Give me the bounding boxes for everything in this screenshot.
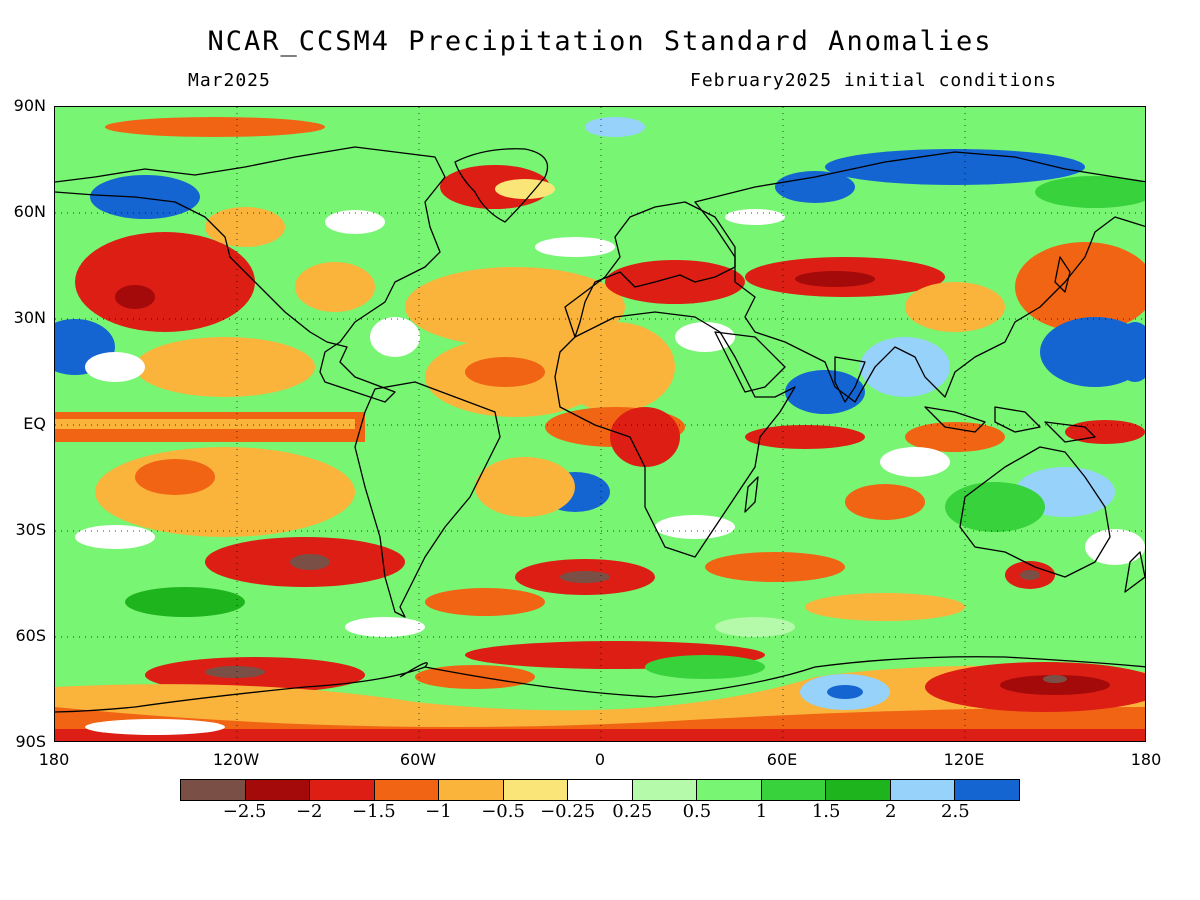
lon-label-120e: 120E — [943, 750, 985, 769]
colorbar-bin-11 — [890, 780, 956, 800]
lon-label-180w: 180 — [38, 750, 70, 769]
colorbar-bin-8 — [697, 780, 762, 800]
forecast-month: Mar2025 — [188, 70, 271, 91]
colorbar-bin-3 — [374, 780, 440, 800]
colorbar-label-5: −0.25 — [540, 801, 596, 822]
coastlines — [55, 146, 1145, 713]
colorbar-bin-5 — [503, 780, 569, 800]
anomaly-field — [55, 107, 1145, 741]
lat-label-90n: 90N — [13, 96, 46, 115]
colorbar-bin-0 — [181, 780, 246, 800]
colorbar-label-11: 2.5 — [941, 801, 970, 822]
lon-label-120w: 120W — [212, 750, 260, 769]
colorbar-label-2: −1.5 — [351, 801, 396, 822]
colorbar-label-7: 0.5 — [682, 801, 712, 822]
colorbar — [180, 779, 1020, 801]
initial-conditions: February2025 initial conditions — [690, 70, 1057, 91]
anomaly-map — [54, 106, 1146, 742]
lat-label-60s: 60S — [15, 626, 46, 645]
colorbar-label-4: −0.5 — [481, 801, 525, 822]
colorbar-bin-4 — [439, 780, 504, 800]
lon-label-0: 0 — [594, 750, 606, 769]
lon-label-60e: 60E — [766, 750, 798, 769]
colorbar-bin-7 — [632, 780, 698, 800]
lat-label-eq: EQ — [23, 414, 46, 433]
chart-title: NCAR_CCSM4 Precipitation Standard Anomal… — [207, 26, 993, 57]
graticule — [55, 107, 1145, 741]
colorbar-label-10: 2 — [885, 801, 897, 822]
colorbar-label-8: 1 — [755, 801, 768, 822]
lat-label-90s: 90S — [15, 732, 46, 751]
colorbar-bin-2 — [310, 780, 375, 800]
map-canvas — [55, 107, 1145, 741]
lat-label-60n: 60N — [13, 202, 46, 221]
colorbar-bin-12 — [955, 780, 1019, 800]
colorbar-bin-6 — [568, 780, 633, 800]
colorbar-bin-10 — [826, 780, 891, 800]
colorbar-label-0: −2.5 — [222, 801, 267, 822]
colorbar-bin-1 — [245, 780, 311, 800]
colorbar-label-9: 1.5 — [811, 801, 841, 822]
lon-label-60w: 60W — [399, 750, 437, 769]
colorbar-label-3: −1 — [425, 801, 452, 822]
colorbar-label-6: 0.25 — [612, 801, 653, 822]
lat-label-30n: 30N — [13, 308, 46, 327]
colorbar-label-1: −2 — [295, 801, 323, 822]
colorbar-bin-9 — [761, 780, 827, 800]
lat-label-30s: 30S — [15, 520, 46, 539]
lon-label-180e: 180 — [1130, 750, 1162, 769]
